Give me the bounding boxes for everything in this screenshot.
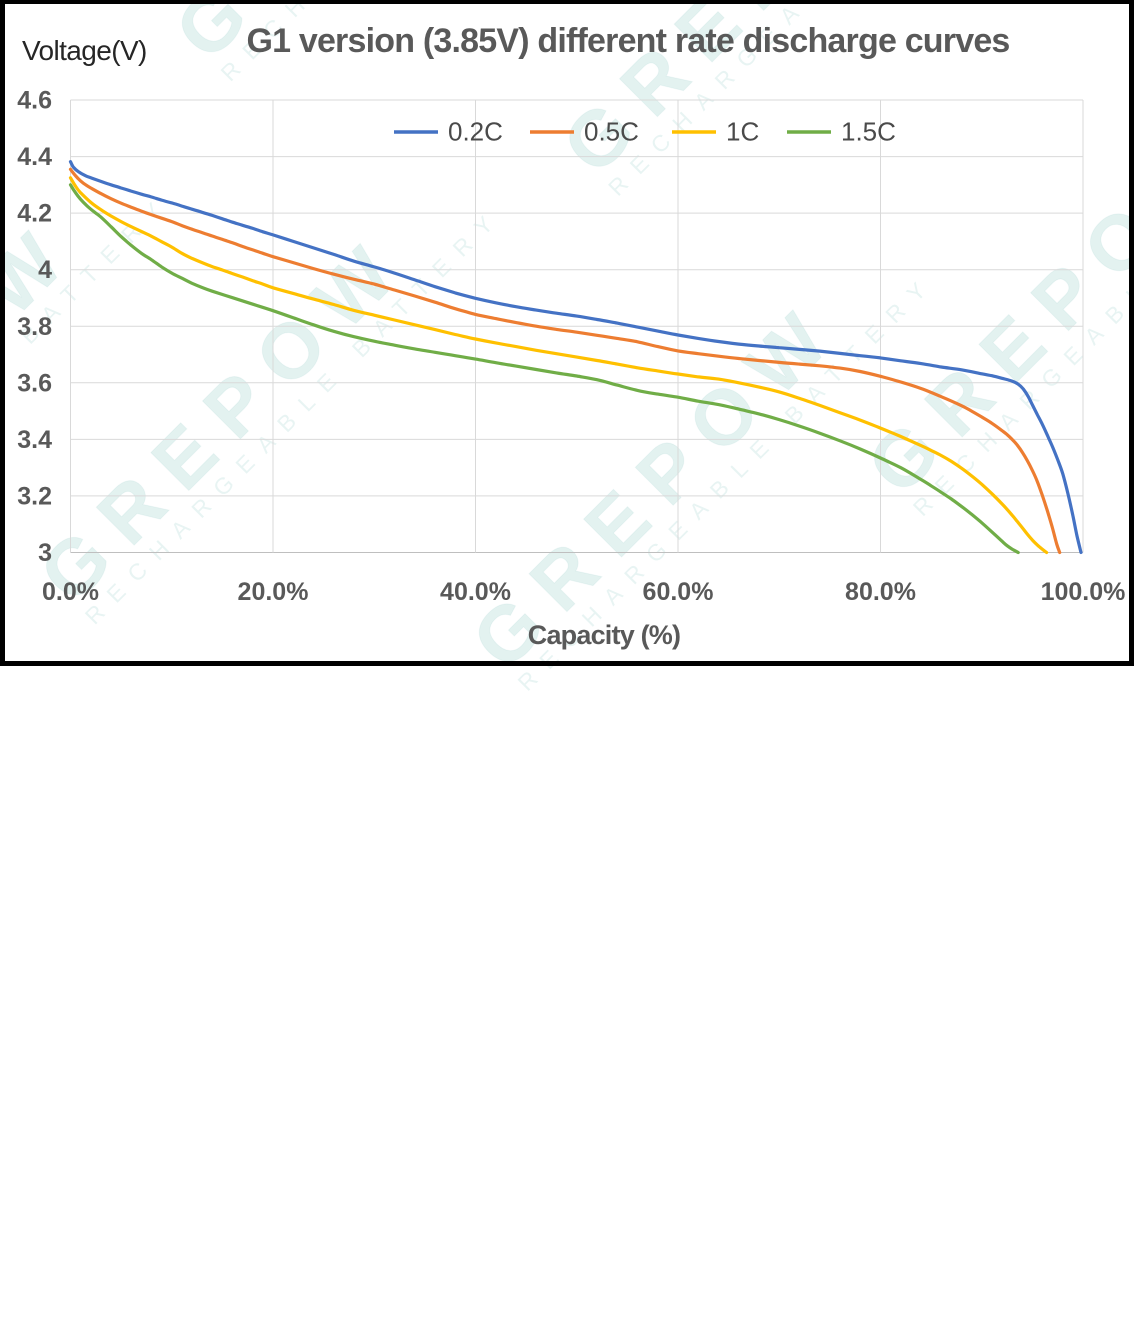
svg-text:0.2C: 0.2C <box>448 117 503 147</box>
svg-text:20.0%: 20.0% <box>238 578 309 606</box>
svg-text:3.8: 3.8 <box>17 313 52 341</box>
svg-text:80.0%: 80.0% <box>845 578 916 606</box>
svg-text:40.0%: 40.0% <box>440 578 511 606</box>
svg-text:0.0%: 0.0% <box>42 578 99 606</box>
svg-text:3: 3 <box>38 539 52 567</box>
svg-text:100.0%: 100.0% <box>1041 578 1126 606</box>
svg-text:1C: 1C <box>726 117 759 147</box>
svg-text:4.2: 4.2 <box>17 200 52 228</box>
svg-text:G1 version (3.85V) different r: G1 version (3.85V) different rate discha… <box>246 22 1009 60</box>
svg-text:4.4: 4.4 <box>17 143 52 171</box>
svg-text:4: 4 <box>38 256 52 284</box>
svg-text:3.2: 3.2 <box>17 482 52 510</box>
svg-text:Voltage(V): Voltage(V) <box>22 35 147 66</box>
svg-text:3.6: 3.6 <box>17 369 52 397</box>
svg-text:1.5C: 1.5C <box>841 117 896 147</box>
svg-text:3.4: 3.4 <box>17 426 52 454</box>
svg-text:60.0%: 60.0% <box>643 578 714 606</box>
svg-text:0.5C: 0.5C <box>584 117 639 147</box>
svg-text:4.6: 4.6 <box>17 87 52 115</box>
svg-text:Capacity (%): Capacity (%) <box>528 620 680 650</box>
